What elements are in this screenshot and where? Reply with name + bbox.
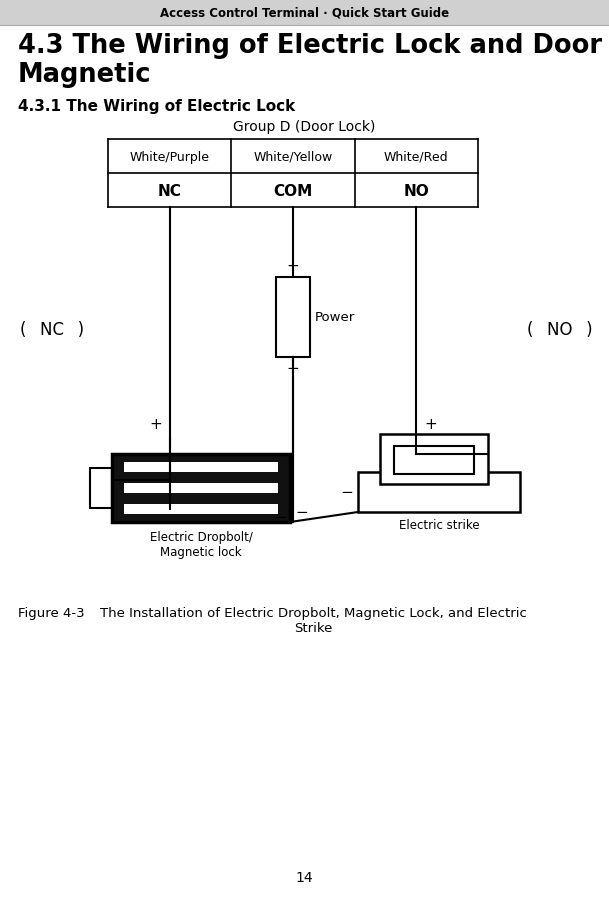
Bar [124, 462, 278, 472]
Bar [358, 472, 520, 512]
Bar [276, 278, 310, 358]
Text: +: + [287, 259, 300, 274]
Bar [112, 454, 290, 523]
Bar [380, 434, 488, 485]
Bar [124, 483, 278, 493]
Text: White/Yellow: White/Yellow [253, 150, 333, 163]
Text: 4.3.1 The Wiring of Electric Lock: 4.3.1 The Wiring of Electric Lock [18, 99, 295, 114]
Bar [394, 446, 474, 474]
Text: (  NC  ): ( NC ) [20, 321, 84, 339]
Text: (  NO  ): ( NO ) [527, 321, 593, 339]
Text: Magnetic: Magnetic [18, 62, 152, 88]
Text: The Installation of Electric Dropbolt, Magnetic Lock, and Electric
Strike: The Installation of Electric Dropbolt, M… [100, 606, 527, 634]
Text: +: + [149, 417, 162, 432]
Text: −: − [295, 505, 308, 520]
Text: −: − [287, 360, 300, 376]
Text: Power: Power [315, 312, 355, 324]
Text: NC: NC [158, 183, 181, 199]
Text: +: + [424, 417, 437, 432]
Text: Figure 4-3: Figure 4-3 [18, 606, 85, 619]
Text: NO: NO [403, 183, 429, 199]
Text: White/Purple: White/Purple [130, 150, 209, 163]
Text: 4.3 The Wiring of Electric Lock and Door: 4.3 The Wiring of Electric Lock and Door [18, 33, 602, 59]
Text: 14: 14 [295, 870, 313, 884]
Text: −: − [274, 510, 287, 525]
Text: Access Control Terminal · Quick Start Guide: Access Control Terminal · Quick Start Gu… [160, 6, 449, 20]
Text: Group D (Door Lock): Group D (Door Lock) [233, 120, 375, 134]
Bar [124, 505, 278, 515]
Text: Electric Dropbolt/
Magnetic lock: Electric Dropbolt/ Magnetic lock [150, 530, 253, 558]
Text: COM: COM [273, 183, 312, 199]
Text: White/Red: White/Red [384, 150, 449, 163]
Text: Electric strike: Electric strike [399, 518, 479, 531]
Bar [0, 0, 609, 26]
Text: −: − [340, 485, 353, 500]
Bar [90, 469, 112, 508]
